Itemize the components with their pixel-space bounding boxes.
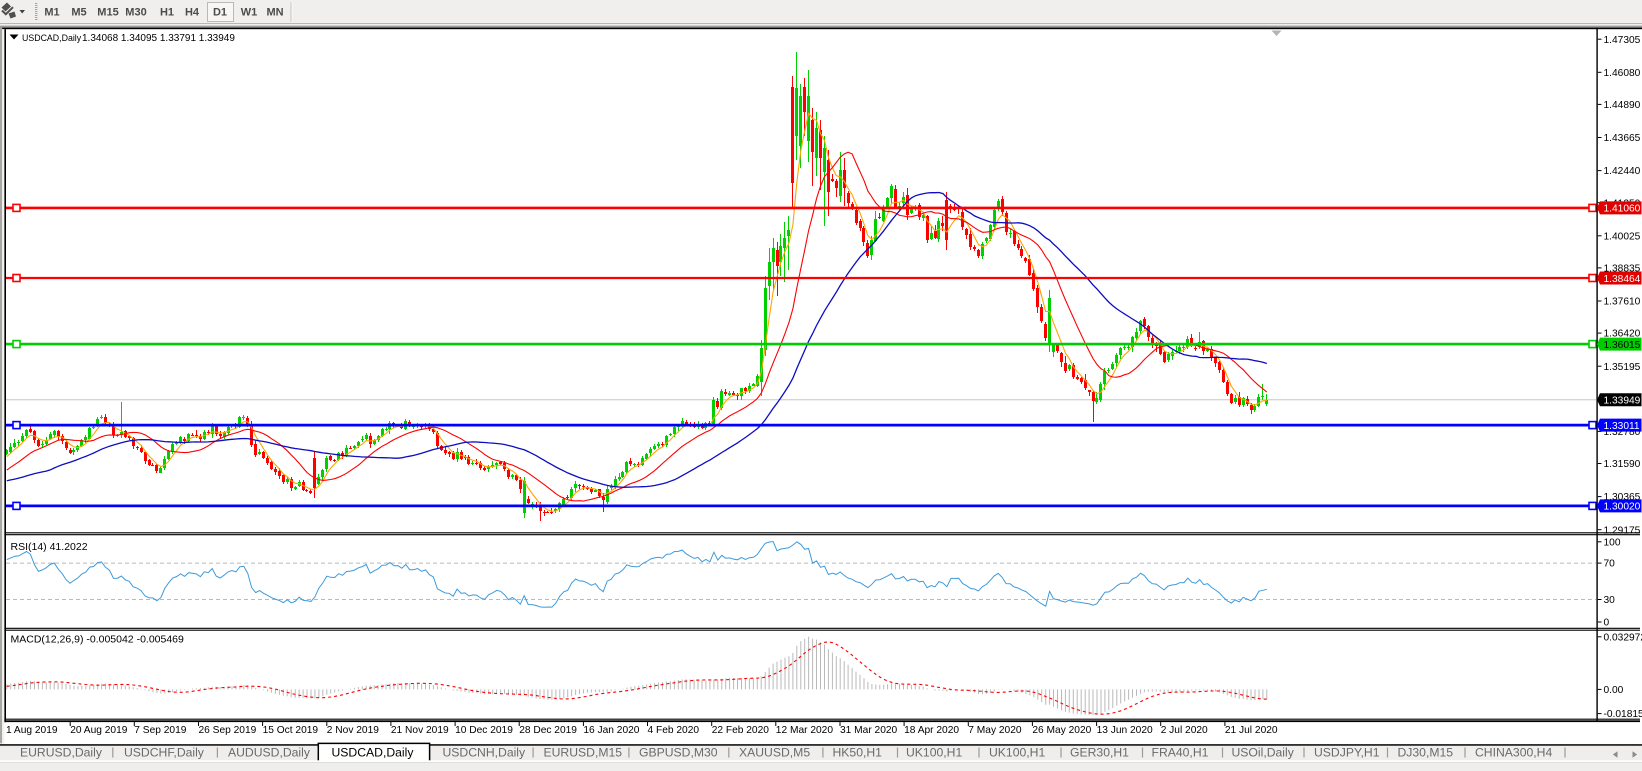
svg-text:1.38464: 1.38464 [1604,274,1641,285]
svg-text:MN: MN [266,7,283,19]
svg-text:26 Sep 2019: 26 Sep 2019 [199,725,257,736]
svg-text:12 Mar 2020: 12 Mar 2020 [776,725,834,736]
svg-text:1.29175: 1.29175 [1604,525,1641,536]
svg-text:13 Jun 2020: 13 Jun 2020 [1097,725,1153,736]
svg-text:7 Sep 2019: 7 Sep 2019 [134,725,186,736]
svg-text:UK100,H1: UK100,H1 [989,746,1045,760]
svg-text:GER30,H1: GER30,H1 [1070,746,1129,760]
svg-text:15 Oct 2019: 15 Oct 2019 [263,725,319,736]
svg-text:70: 70 [1604,559,1616,570]
svg-text:0.032972: 0.032972 [1604,632,1642,643]
svg-text:18 Apr 2020: 18 Apr 2020 [904,725,959,736]
svg-text:1.40025: 1.40025 [1604,231,1641,242]
svg-text:M5: M5 [71,7,86,19]
svg-text:21 Nov 2019: 21 Nov 2019 [391,725,449,736]
svg-text:10 Dec 2019: 10 Dec 2019 [455,725,513,736]
svg-text:31 Mar 2020: 31 Mar 2020 [840,725,898,736]
svg-text:W1: W1 [241,7,258,19]
svg-text:USDCNH,Daily: USDCNH,Daily [443,746,527,760]
svg-text:1.42440: 1.42440 [1604,166,1641,177]
svg-text:1.30365: 1.30365 [1604,492,1641,503]
svg-text:H1: H1 [160,7,174,19]
svg-text:4 Feb 2020: 4 Feb 2020 [648,725,700,736]
svg-text:EURUSD,Daily: EURUSD,Daily [20,746,103,760]
svg-text:XAUUSD,M5: XAUUSD,M5 [739,746,810,760]
svg-text:USOil,Daily: USOil,Daily [1232,746,1295,760]
svg-text:22 Feb 2020: 22 Feb 2020 [712,725,770,736]
svg-text:1.31590: 1.31590 [1604,459,1641,470]
svg-text:16 Jan 2020: 16 Jan 2020 [583,725,639,736]
svg-text:EURUSD,M15: EURUSD,M15 [544,746,623,760]
svg-text:0: 0 [1604,618,1610,629]
svg-text:D1: D1 [213,7,227,19]
svg-text:7 May 2020: 7 May 2020 [968,725,1022,736]
svg-text:M15: M15 [97,7,118,19]
svg-text:FRA40,H1: FRA40,H1 [1152,746,1209,760]
svg-text:1.41060: 1.41060 [1604,204,1641,215]
svg-text:1.36015: 1.36015 [1604,340,1641,351]
svg-text:CHINA300,H4: CHINA300,H4 [1475,746,1552,760]
svg-text:1.32780: 1.32780 [1604,427,1641,438]
svg-text:RSI(14) 41.2022: RSI(14) 41.2022 [11,541,88,553]
svg-text:1 Aug 2019: 1 Aug 2019 [6,725,58,736]
svg-text:28 Dec 2019: 28 Dec 2019 [519,725,577,736]
svg-text:1.37610: 1.37610 [1604,297,1641,308]
svg-text:1.46080: 1.46080 [1604,68,1641,79]
svg-text:1.35195: 1.35195 [1604,362,1641,373]
svg-text:21 Jul 2020: 21 Jul 2020 [1225,725,1278,736]
svg-text:M1: M1 [44,7,59,19]
svg-text:USDJPY,H1: USDJPY,H1 [1314,746,1380,760]
svg-text:26 May 2020: 26 May 2020 [1032,725,1091,736]
svg-text:1.34068 1.34095 1.33791 1.3394: 1.34068 1.34095 1.33791 1.33949 [82,33,235,44]
svg-text:1.43665: 1.43665 [1604,133,1641,144]
svg-text:20 Aug 2019: 20 Aug 2019 [70,725,128,736]
svg-text:MACD(12,26,9) -0.005042 -0.005: MACD(12,26,9) -0.005042 -0.005469 [11,634,185,646]
svg-text:2 Jul 2020: 2 Jul 2020 [1161,725,1208,736]
svg-text:0.00: 0.00 [1604,685,1624,696]
svg-text:-0.018154: -0.018154 [1604,709,1642,720]
svg-text:30: 30 [1604,595,1616,606]
svg-text:1.47305: 1.47305 [1604,35,1641,46]
svg-text:AUDUSD,Daily: AUDUSD,Daily [228,746,311,760]
svg-text:100: 100 [1604,537,1621,548]
svg-text:2 Nov 2019: 2 Nov 2019 [327,725,379,736]
svg-text:H4: H4 [185,7,200,19]
svg-text:1.33011: 1.33011 [1604,421,1640,432]
svg-text:1.30020: 1.30020 [1604,502,1641,513]
svg-text:DJ30,M15: DJ30,M15 [1398,746,1454,760]
svg-text:1.36420: 1.36420 [1604,329,1641,340]
svg-text:UK100,H1: UK100,H1 [906,746,962,760]
svg-text:1.44890: 1.44890 [1604,100,1641,111]
svg-text:M30: M30 [125,7,146,19]
svg-text:USDCAD,Daily: USDCAD,Daily [22,33,82,43]
svg-text:HK50,H1: HK50,H1 [833,746,883,760]
svg-text:GBPUSD,M30: GBPUSD,M30 [639,746,718,760]
svg-text:USDCHF,Daily: USDCHF,Daily [124,746,205,760]
svg-text:USDCAD,Daily: USDCAD,Daily [332,746,415,760]
svg-text:1.38835: 1.38835 [1604,264,1641,275]
svg-text:1.33949: 1.33949 [1604,396,1641,407]
